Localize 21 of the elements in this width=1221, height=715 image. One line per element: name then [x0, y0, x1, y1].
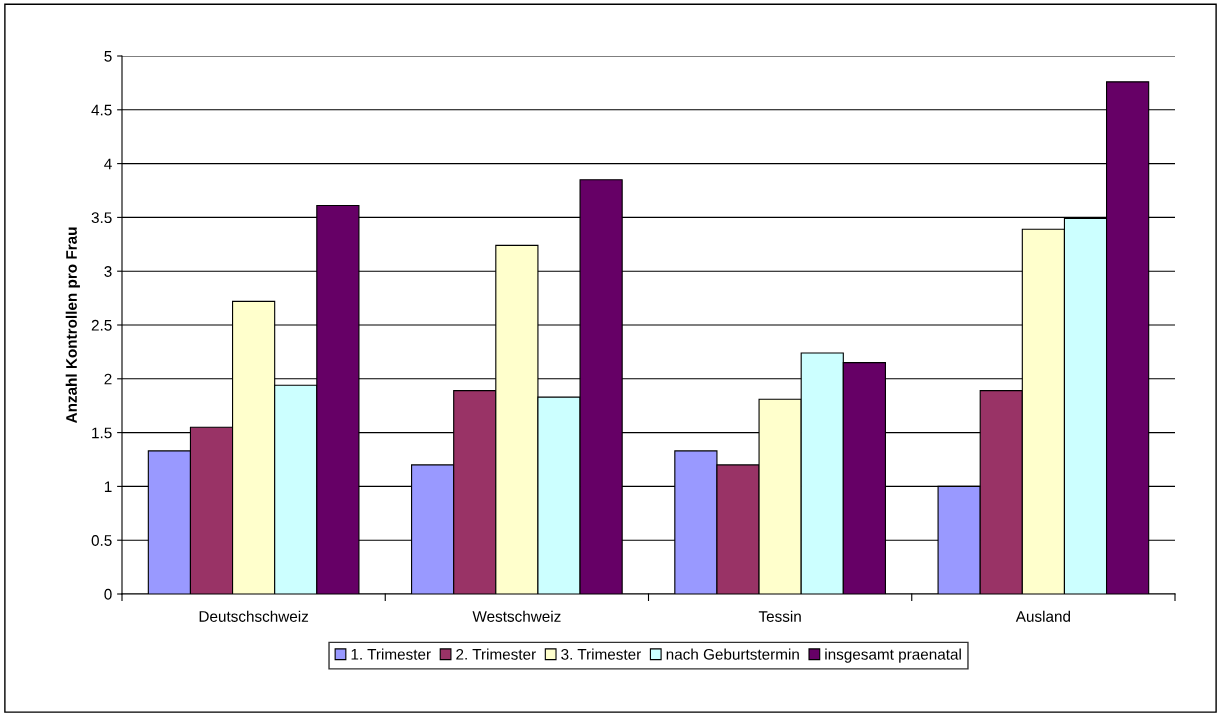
- y-tick-label: 4.5: [91, 104, 112, 116]
- y-tick-label: 1: [104, 481, 112, 492]
- legend-label: insgesamt praenatal: [825, 648, 961, 663]
- y-tick-label: 4: [104, 158, 112, 170]
- legend-label: nach Geburtstermin: [666, 648, 799, 660]
- y-tick-label: 3.5: [91, 212, 112, 224]
- y-tick-label: 0: [104, 588, 112, 600]
- legend-label: 2. Trimester: [456, 648, 536, 660]
- x-tick-label: Westschweiz: [472, 610, 561, 622]
- y-tick-label: 2.5: [91, 319, 112, 331]
- x-tick-label: Tessin: [758, 610, 801, 622]
- legend-label: 1. Trimester: [351, 648, 431, 660]
- x-tick-label: Ausland: [1015, 610, 1070, 622]
- y-axis-title: Anzahl Kontrollen pro Frau: [65, 227, 80, 424]
- x-tick-label: Deutschschweiz: [199, 610, 309, 622]
- y-tick-label: 1.5: [92, 427, 112, 439]
- y-tick-label: 2: [104, 373, 112, 385]
- y-tick-label: 5: [104, 51, 112, 62]
- y-tick-label: 3: [104, 266, 112, 277]
- legend-label: 3. Trimester: [561, 648, 641, 660]
- y-tick-label: 0.5: [91, 535, 112, 546]
